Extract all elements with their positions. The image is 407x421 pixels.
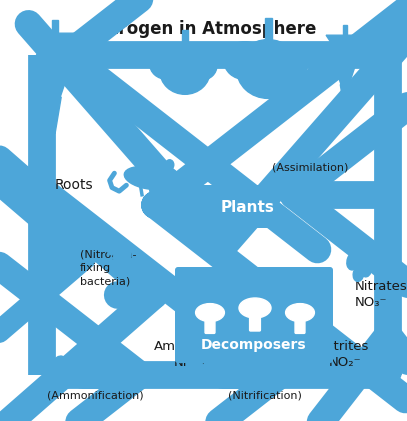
Text: (Nitrification): (Nitrification) (228, 390, 302, 400)
Polygon shape (49, 97, 61, 134)
Polygon shape (335, 68, 354, 96)
FancyBboxPatch shape (343, 25, 347, 35)
Ellipse shape (239, 298, 271, 318)
Text: Nitrites
NO₂⁻: Nitrites NO₂⁻ (321, 341, 369, 370)
Polygon shape (37, 54, 74, 91)
Text: Plants: Plants (221, 200, 275, 215)
Ellipse shape (63, 364, 76, 382)
Ellipse shape (58, 372, 69, 386)
Ellipse shape (160, 47, 210, 94)
Polygon shape (43, 76, 68, 112)
FancyBboxPatch shape (182, 30, 188, 54)
Ellipse shape (150, 49, 183, 79)
Ellipse shape (118, 244, 131, 262)
Ellipse shape (107, 236, 121, 255)
Polygon shape (340, 85, 350, 113)
Ellipse shape (124, 167, 172, 189)
Ellipse shape (224, 42, 266, 80)
Text: Roots: Roots (55, 178, 94, 192)
FancyBboxPatch shape (175, 267, 333, 363)
Ellipse shape (353, 266, 364, 282)
Ellipse shape (347, 251, 361, 270)
FancyBboxPatch shape (295, 315, 305, 333)
Polygon shape (326, 35, 364, 64)
Text: (Ammonification): (Ammonification) (47, 390, 143, 400)
Text: (Assimilation): (Assimilation) (272, 162, 348, 172)
Ellipse shape (187, 356, 201, 375)
Text: (Nitrogen-
fixing
bacteria): (Nitrogen- fixing bacteria) (80, 250, 136, 286)
Ellipse shape (175, 173, 181, 178)
Text: Ammonium
NH₄+: Ammonium NH₄+ (154, 341, 230, 370)
Ellipse shape (286, 304, 314, 322)
Ellipse shape (358, 259, 371, 277)
Text: Nitrates
NO₃⁻: Nitrates NO₃⁻ (355, 280, 407, 309)
FancyBboxPatch shape (175, 185, 276, 228)
Ellipse shape (165, 160, 174, 170)
Ellipse shape (52, 356, 66, 375)
Ellipse shape (158, 168, 179, 185)
Text: Decomposers: Decomposers (201, 338, 307, 352)
Ellipse shape (196, 304, 224, 322)
Ellipse shape (270, 45, 308, 80)
Text: Nitrogen in Atmosphere: Nitrogen in Atmosphere (91, 20, 316, 38)
Ellipse shape (187, 51, 217, 80)
FancyBboxPatch shape (52, 20, 58, 33)
FancyBboxPatch shape (265, 18, 271, 48)
Polygon shape (331, 52, 359, 80)
FancyBboxPatch shape (249, 311, 260, 331)
Ellipse shape (193, 372, 204, 386)
Ellipse shape (236, 40, 300, 99)
Polygon shape (30, 33, 80, 70)
FancyBboxPatch shape (205, 315, 215, 333)
Ellipse shape (113, 252, 124, 266)
Ellipse shape (198, 364, 211, 382)
